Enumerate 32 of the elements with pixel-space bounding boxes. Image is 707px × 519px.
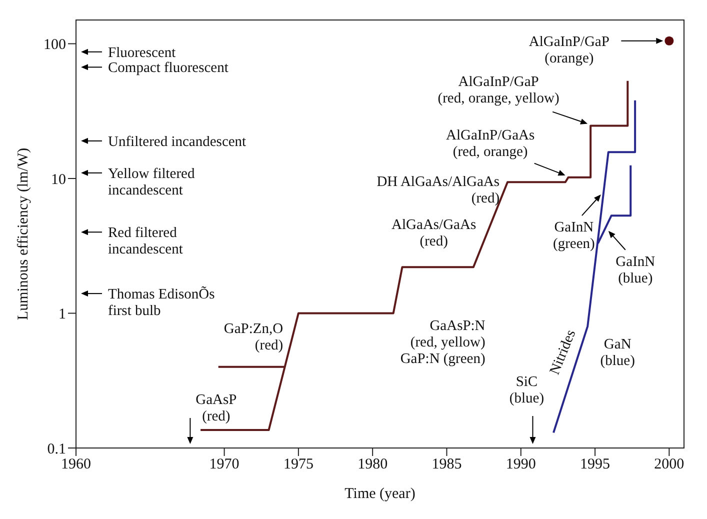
annotation: Red filtered incandescent (108, 225, 183, 258)
y-tick-label: 10 (51, 172, 66, 188)
annotation: AlGaAs/GaAs (red) (392, 217, 476, 250)
x-tick-label: 1995 (580, 456, 610, 473)
annotation: GaInN (green) (552, 220, 596, 252)
annotation: Yellow filtered incandescent (108, 166, 196, 198)
y-tick-label: 100 (44, 37, 66, 54)
y-axis-title: Luminous efficiency (lm/W) (15, 148, 32, 320)
annotation: GaAsP (red) (196, 392, 237, 424)
x-tick-label: 1960 (61, 456, 91, 473)
y-tick-label: 1 (58, 306, 66, 323)
annotation: GaAsP:N (red, yellow) GaP:N (green) (400, 318, 486, 368)
annotation: Fluorescent (108, 44, 176, 61)
x-tick-label: 1985 (432, 456, 462, 473)
annotation: AlGaInP/GaP (orange) (528, 34, 610, 66)
annotation: Unfiltered incandescent (108, 134, 246, 150)
x-tick-label: 1990 (506, 456, 536, 473)
annotation: GaN (blue) (600, 336, 636, 369)
annotation: Thomas EdisonÕs first bulb (108, 286, 216, 320)
annotation: Compact fluorescent (108, 60, 228, 76)
annotation: GaInN (blue) (616, 254, 656, 286)
annotation: SiC (blue) (509, 374, 544, 406)
x-tick-label: 2000 (654, 456, 684, 473)
annotation: GaP:Zn,O (red) (224, 320, 284, 354)
y-tick-label: 0.1 (47, 441, 66, 458)
x-tick-label: 1970 (209, 456, 240, 473)
annotation: DH AlGaAs/AlGaAs (red) (376, 174, 500, 207)
annotation: AlGaInP/GaAs (red, orange) (446, 127, 535, 160)
x-tick-label: 1975 (283, 456, 314, 473)
x-axis-title: Time (year) (344, 486, 416, 502)
annotation: AlGaInP/GaP (red, orange, yellow) (438, 74, 560, 106)
x-tick-label: 1980 (358, 456, 388, 473)
